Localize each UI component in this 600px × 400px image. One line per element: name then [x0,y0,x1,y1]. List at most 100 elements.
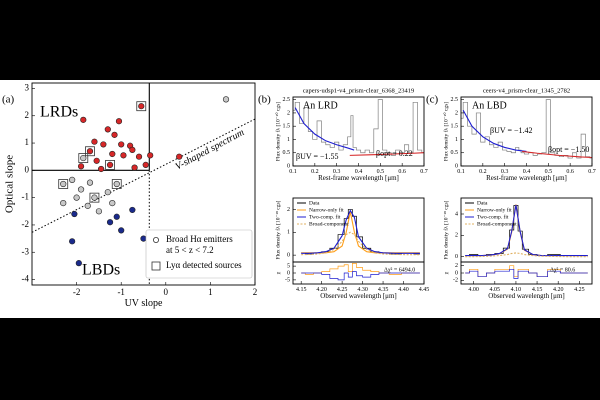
point [113,180,120,188]
point [118,227,125,234]
x-tick-label: 4.45 [419,287,430,293]
plot-area [301,209,420,256]
point [80,154,87,162]
figure-background [0,80,600,318]
annotation: Δχ² = 80.6 [550,267,575,273]
legend-label: Broad Hα emitters [166,234,233,244]
panel-label: (b) [258,94,271,106]
y-axis-label: Optical slope [4,155,16,213]
point [95,208,102,215]
x-tick-label: 4.20 [316,287,327,293]
plot-area [32,83,255,285]
point [69,238,76,245]
point [131,164,138,171]
legend-label: at 5 < z < 7.2 [166,245,214,255]
legend-label: Data [477,200,488,206]
annotation: LRDs [40,104,78,121]
point [109,200,116,207]
point [71,210,78,218]
series-line [349,152,424,156]
y-tick-label: -2 [453,278,458,284]
series-line [301,209,420,254]
point [135,153,143,160]
x-tick-label: 4.40 [398,287,409,293]
legend-marker [152,236,159,243]
axes-frame [460,261,593,285]
point [69,176,76,184]
point [113,213,120,220]
annotation: An LBD [472,100,507,111]
x-axis-label: Observed wavelength [μm] [320,292,396,300]
point-square [58,179,69,189]
legend-marker [151,261,161,271]
point-square [136,101,147,112]
point [77,186,85,193]
point [129,146,136,153]
point [222,96,230,103]
annotation: βUV = −1.55 [296,152,339,161]
legend-label: Two-comp. fit [477,213,509,220]
y-tick-label: -4 [22,274,30,284]
x-tick-label: 0.6 [566,169,574,175]
x-tick-label: 0.7 [588,169,596,175]
x-tick-label: 1 [208,287,213,297]
series-line [522,150,592,159]
x-tick-label: 4.10 [511,287,522,293]
point [80,116,87,123]
point [91,138,98,145]
point [93,157,100,164]
x-tick-label: 0.6 [398,169,406,175]
point [106,161,114,168]
x-tick-label: 4.35 [378,287,389,293]
y-tick-label: 2.5 [451,97,459,103]
point [100,141,107,148]
point-square [89,192,100,203]
x-axis-label: Rest-frame wavelength [μm] [486,174,567,182]
y-tick-label: 2 [455,263,458,269]
y-tick-label: 0 [287,253,290,259]
plot-area [293,99,424,156]
point [118,141,125,148]
y-tick-label: 3 [25,83,30,93]
panel-label: (a) [2,94,15,106]
x-tick-label: 4.00 [468,287,479,293]
point [86,179,94,186]
y-axis-label: Flux density fλ [10⁻²⁰ cgs] [274,102,281,161]
point [75,260,82,267]
legend-box [145,229,253,279]
x-tick-label: 4.15 [296,287,307,293]
annotation: βopt = −1.50 [548,145,589,154]
point [176,153,183,160]
x-axis-label: Rest-frame wavelength [μm] [318,174,399,182]
point [115,118,123,125]
y-tick-label: 0 [455,270,458,276]
annotation: An LRD [303,100,338,111]
point [104,126,111,133]
x-tick-label: 0.2 [479,169,487,175]
y-tick-label: -3 [22,246,30,256]
series-line [465,252,588,258]
plot-area [301,263,420,281]
x-tick-label: 0.3 [501,169,509,175]
x-axis-label: Observed wavelength [μm] [488,292,564,300]
x-tick-label: 4.05 [490,287,501,293]
axes-frame [292,96,425,167]
y-tick-label: 0 [287,163,290,169]
point-square [111,179,122,189]
x-tick-label: -2 [73,287,81,297]
x-tick-label: 0 [164,287,169,297]
series-line [301,231,420,256]
series-line [301,271,420,281]
panel-label: (c) [426,94,439,106]
point [147,152,154,159]
point [77,163,85,170]
legend-label: Narrow-only fit [309,206,344,213]
panel-title: capers-udsp1-v4_prism-clear_6368_23419 [303,87,415,94]
x-tick-label: 2 [253,287,258,297]
y-tick-label: 2 [25,110,30,120]
x-tick-label: 4.25 [337,287,348,293]
point-square [85,146,95,157]
x-tick-label: 0.5 [545,169,553,175]
legend-label: Broad-component [309,221,349,227]
y-tick-label: 1 [287,137,290,143]
